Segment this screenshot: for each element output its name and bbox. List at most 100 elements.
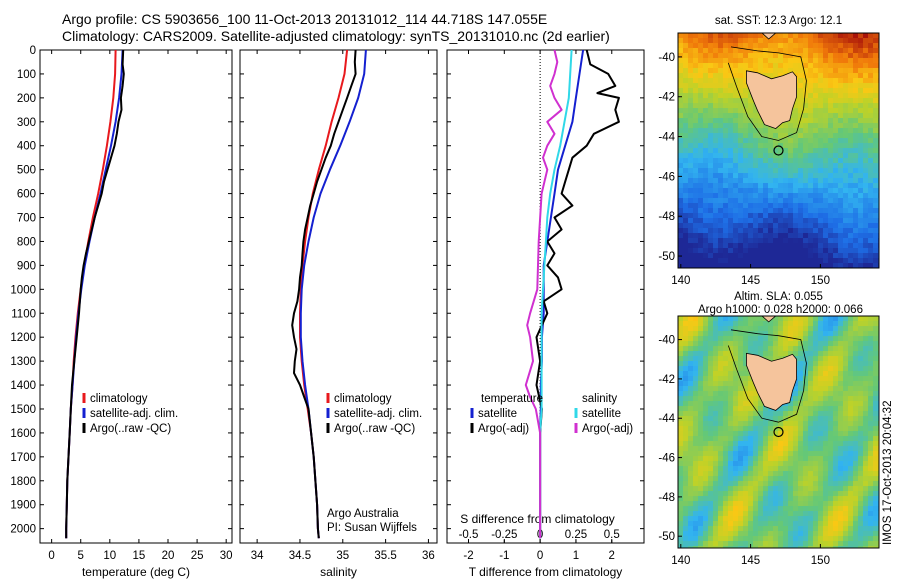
sst-map-title: sat. SST: 12.3 Argo: 12.1 xyxy=(715,15,842,27)
legend-entry: Argo(-adj) xyxy=(478,423,529,435)
depth-tick-label: 1000 xyxy=(10,284,36,296)
x-tick-label: 35.5 xyxy=(374,550,396,562)
lat-tick-label: -40 xyxy=(658,335,675,347)
depth-tick-label: 900 xyxy=(17,260,36,272)
sla-map-title: Altim. SLA: 0.055 xyxy=(734,291,823,303)
x-tick-label: 30 xyxy=(220,550,233,562)
x-tick-label: 5 xyxy=(78,550,84,562)
salinity-series-argo xyxy=(291,49,357,539)
profile-title: Argo profile: CS 5903656_100 11-Oct-2013… xyxy=(62,11,547,27)
sst-map: 140 145 150 -40 -42 -44 -46 -48 -50 sat. SST: 12.… xyxy=(658,15,880,287)
x-tick-label: 15 xyxy=(133,550,146,562)
difference-series-argo_salinity xyxy=(524,49,563,539)
temperature-series-satellite xyxy=(65,49,124,539)
lat-tick-label: -50 xyxy=(658,531,675,543)
x-tick-label: -2 xyxy=(463,550,473,562)
lat-tick-label: -48 xyxy=(658,211,675,223)
lon-tick-label: 145 xyxy=(741,555,760,567)
mainland-landmass xyxy=(678,33,777,40)
depth-tick-label: 500 xyxy=(17,165,36,177)
depth-tick-label: 1200 xyxy=(10,332,36,344)
lat-tick-label: -42 xyxy=(658,374,675,386)
climatology-title: Climatology: CARS2009. Satellite-adjuste… xyxy=(62,28,610,44)
depth-tick-label: 600 xyxy=(17,189,36,201)
x-tick-label: -1 xyxy=(499,550,509,562)
imos-timestamp-label: IMOS 17-Oct-2013 20:04:32 xyxy=(882,401,894,545)
sla-map: 140 145 150 -40 -42 -44 -46 -48 -50 Altim. SLA: 0… xyxy=(658,291,880,567)
x-tick-label: 35 xyxy=(336,550,349,562)
lat-tick-label: -46 xyxy=(658,171,675,183)
s-tick-label: -0.25 xyxy=(491,529,517,541)
depth-tick-label: 1600 xyxy=(10,428,36,440)
depth-tick-label: 0 xyxy=(30,45,36,57)
s-tick-label: -0.5 xyxy=(459,529,479,541)
difference-axes-box xyxy=(446,49,645,544)
legend-entry: climatology xyxy=(90,393,148,405)
lat-tick-label: -48 xyxy=(658,492,675,504)
difference-series-sat_salinity xyxy=(539,49,573,539)
map-frame xyxy=(677,32,880,269)
difference-xlabel: T difference from climatology xyxy=(469,565,623,579)
x-tick-label: 34 xyxy=(251,550,264,562)
s-tick-label: 0.25 xyxy=(565,529,587,541)
depth-tick-label: 1300 xyxy=(10,356,36,368)
lon-tick-label: 140 xyxy=(671,275,690,287)
salinity-axes-box xyxy=(239,49,438,544)
temperature-series-argo xyxy=(65,49,125,539)
x-tick-label: 1 xyxy=(573,550,579,562)
tasmania-landmass xyxy=(746,352,797,411)
x-tick-label: 0 xyxy=(537,550,543,562)
lat-tick-label: -44 xyxy=(658,413,675,425)
legend-entry: satellite xyxy=(582,408,621,420)
tasmania-landmass xyxy=(746,70,797,130)
temperature-panel: 0100200300400500600700800900100011001200… xyxy=(10,45,232,579)
depth-tick-label: 2000 xyxy=(10,524,36,536)
lat-tick-label: -42 xyxy=(658,92,675,104)
argo-float-marker xyxy=(773,426,784,438)
depth-tick-label: 700 xyxy=(17,213,36,225)
s-tick-label: 0.5 xyxy=(604,529,620,541)
data-credit-line: PI: Susan Wijffels xyxy=(327,522,417,534)
depth-tick-label: 100 xyxy=(17,69,36,81)
data-credit-line: Argo Australia xyxy=(327,508,399,520)
depth-tick-label: 400 xyxy=(17,141,36,153)
depth-contour xyxy=(727,46,807,141)
salinity-xlabel: salinity xyxy=(320,565,357,579)
temperature-axes-box xyxy=(39,49,233,544)
difference-panel: -2 -1 0 1 2-0.5 -0.25 0 0.25 0.5S difference fro… xyxy=(446,49,645,579)
lon-tick-label: 150 xyxy=(811,275,830,287)
mainland-landmass xyxy=(678,316,777,323)
lat-tick-label: -50 xyxy=(658,251,675,263)
legend-entry: Argo(..raw -QC) xyxy=(334,423,415,435)
map-frame xyxy=(677,315,880,549)
x-tick-label: 25 xyxy=(191,550,204,562)
lat-tick-label: -44 xyxy=(658,132,675,144)
lon-tick-label: 145 xyxy=(741,275,760,287)
depth-tick-label: 1900 xyxy=(10,500,36,512)
legend-heading: temperature xyxy=(481,393,543,405)
depth-tick-label: 1100 xyxy=(11,308,36,320)
salinity-series-satellite xyxy=(299,49,367,539)
depth-tick-label: 300 xyxy=(17,117,36,129)
x-tick-label: 36 xyxy=(422,550,435,562)
depth-contour xyxy=(727,329,807,423)
legend-entry: Argo(..raw -QC) xyxy=(90,423,171,435)
sst-field xyxy=(678,33,879,268)
legend-entry: satellite xyxy=(478,408,517,420)
depth-tick-label: 1800 xyxy=(10,476,36,488)
sla-map-subtitle: Argo h1000: 0.028 h2000: 0.066 xyxy=(698,304,863,316)
legend-heading: salinity xyxy=(582,393,617,405)
legend-entry: satellite-adj. clim. xyxy=(334,408,422,420)
legend-entry: climatology xyxy=(334,393,392,405)
depth-tick-label: 1400 xyxy=(10,380,36,392)
x-tick-label: 20 xyxy=(162,550,175,562)
lat-tick-label: -46 xyxy=(658,453,675,465)
x-tick-label: 0 xyxy=(48,550,54,562)
salinity-series-climatology xyxy=(299,49,349,539)
x-tick-label: 2 xyxy=(609,550,615,562)
depth-tick-label: 200 xyxy=(17,93,36,105)
lon-tick-label: 150 xyxy=(811,555,830,567)
lat-tick-label: -40 xyxy=(658,52,675,64)
s-difference-label: S difference from climatology xyxy=(460,512,615,526)
